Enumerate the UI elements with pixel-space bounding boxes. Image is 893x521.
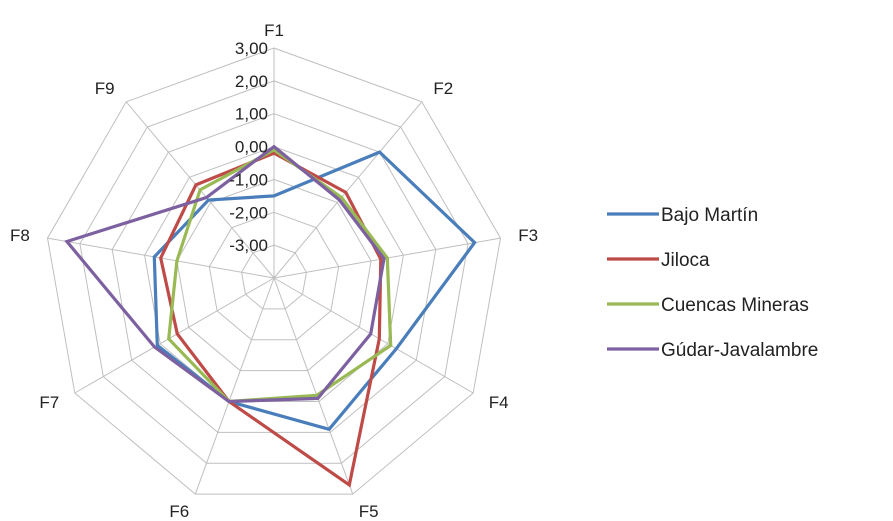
grid-ring [79,80,469,464]
axis-label: F9 [95,79,115,98]
grid-spoke [273,101,423,279]
grid-ring [176,178,372,372]
grid [46,47,502,495]
axis-label: F4 [489,393,509,412]
tick-label: -2,00 [229,203,268,222]
tick-label: -1,00 [229,170,268,189]
axis-label: F3 [518,226,538,245]
axis-label: F1 [264,21,284,40]
axis-label: F7 [39,393,59,412]
series-line [64,144,386,404]
grid-ring [241,244,307,310]
grid-spoke [273,277,354,495]
grid-ring [208,211,340,341]
legend-label: Jiloca [661,250,710,271]
tick-label: 0,00 [235,138,268,157]
legend-label: Gúdar-Javalambre [661,340,818,361]
tick-label: -3,00 [229,236,268,255]
grid-spoke [194,277,275,495]
axis-labels: F1 F2 F3 F4 F5 F6 F7 F8 F9 [10,21,538,521]
legend-entry: Gúdar-Javalambre [607,340,818,361]
tick-label: 2,00 [235,72,268,91]
series-line [152,150,477,432]
legend-entry: Cuencas Mineras [607,295,809,316]
tick-label: 3,00 [235,39,268,58]
legend-entry: Bajo Martín [607,205,758,226]
axis-label: F6 [169,502,189,521]
radial-tick-labels: -3,00 -2,00 -1,00 0,00 1,00 2,00 3,00 [229,39,268,255]
legend-label: Bajo Martín [661,205,758,226]
series-lines [64,144,477,488]
legend: Bajo Martín Jiloca Cuencas Mineras Gúdar-Ja… [607,205,818,361]
axis-label: F2 [433,79,453,98]
legend-label: Cuencas Mineras [661,295,809,316]
grid-spoke [74,277,275,394]
tick-label: 1,00 [235,105,268,124]
axis-label: F8 [10,226,30,245]
axis-label: F5 [359,502,379,521]
grid-ring [46,47,502,495]
grid-spoke [273,277,474,394]
legend-entry: Jiloca [607,250,710,271]
